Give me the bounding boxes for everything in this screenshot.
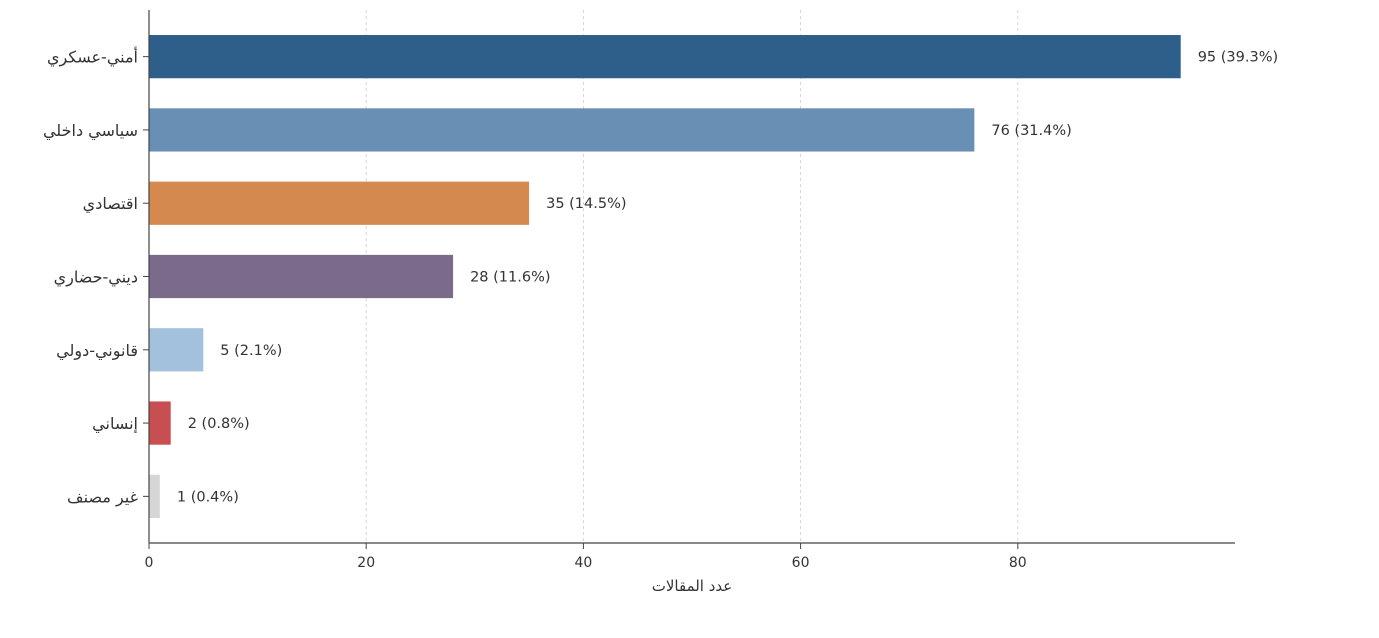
x-axis-label: عدد المقالات — [652, 577, 733, 595]
category-label: ديني-حضاري — [54, 268, 138, 288]
bar — [149, 108, 975, 152]
bar — [149, 401, 171, 445]
value-label: 1 (0.4%) — [177, 489, 239, 505]
category-label: أمني-عسكري — [47, 47, 138, 68]
value-label: 76 (31.4%) — [991, 123, 1071, 139]
category-label: سياسي داخلي — [43, 121, 138, 141]
category-label: غير مصنف — [67, 487, 138, 507]
value-label: 35 (14.5%) — [546, 196, 626, 212]
bar — [149, 181, 530, 225]
bar — [149, 328, 204, 372]
x-tick-label: 80 — [1009, 555, 1027, 571]
bar — [149, 35, 1181, 79]
value-label: 2 (0.8%) — [188, 416, 250, 432]
value-label: 95 (39.3%) — [1198, 50, 1278, 66]
bar — [149, 254, 454, 299]
x-tick-label: 40 — [574, 555, 592, 571]
x-tick-label: 60 — [792, 555, 810, 571]
x-tick-label: 20 — [357, 555, 375, 571]
bar — [149, 474, 160, 518]
category-label: إنساني — [92, 414, 138, 434]
value-label: 5 (2.1%) — [220, 343, 282, 359]
category-label: اقتصادي — [83, 194, 138, 214]
category-label: قانوني-دولي — [56, 341, 138, 361]
x-tick-label: 0 — [145, 555, 154, 571]
value-label: 28 (11.6%) — [470, 270, 550, 286]
